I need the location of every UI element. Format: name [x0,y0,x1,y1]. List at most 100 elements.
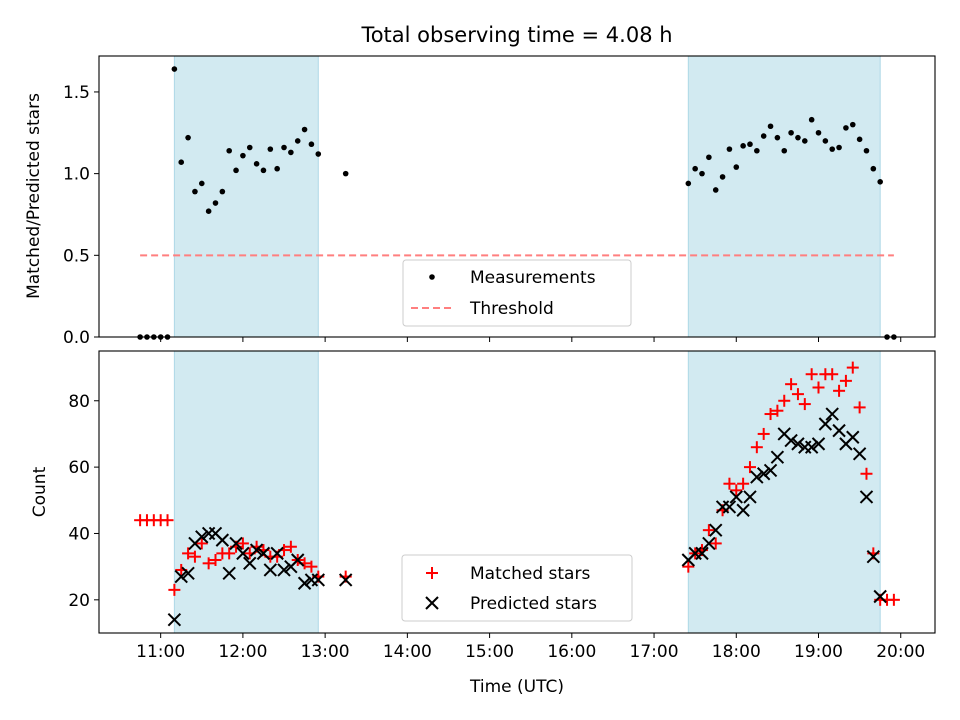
predicted-stars-point [873,589,887,604]
measurements-point [192,188,198,195]
measurements-point [342,170,349,177]
measurements-point [294,138,301,144]
predicted-stars-point [236,546,250,561]
x-tick-label: 17:00 [630,642,679,662]
predicted-stars-point [859,490,874,504]
measurements-point [253,161,260,167]
predicted-stars-point [763,463,778,478]
x-tick-label: 20:00 [876,642,925,662]
predicted-stars-point [256,546,271,561]
measurements-point [802,138,808,144]
top-x-ticks [160,337,902,342]
measurements-point [246,144,253,151]
measurements-point [198,180,205,187]
matched-stars-point [209,554,222,567]
matched-stars-point [236,537,249,550]
predicted-stars-point [263,563,278,577]
predicted-stars-point [338,573,353,587]
matched-stars-point [805,368,818,381]
measurements-point [733,164,740,170]
predicted-stars-point [818,417,833,431]
matched-stars-point [833,384,846,397]
measurements-point [692,165,698,172]
measurements-point [747,141,753,148]
predicted-stars-point [229,536,243,551]
measurements-point [788,129,794,136]
measurements-point [267,146,274,152]
top-y-tick-label: 1.0 [63,165,90,185]
matched-stars-point [284,540,297,553]
measurements-point [274,165,280,172]
top-y-tick-label: 0.0 [63,328,90,348]
bottom-x-ticks: 11:00 12:00 13:00 14:00 15:00 16:00 17:00 18:00… [136,633,925,662]
top-axes-frame [98,55,936,338]
matched-stars-point [798,398,811,411]
predicted-stars-point [695,546,709,561]
predicted-stars-point [825,407,839,421]
x-tick-label: 15:00 [465,642,514,662]
matched-stars-point [702,524,715,537]
predicted-stars-point [736,503,750,517]
matched-stars-point [709,537,722,550]
measurements-point [774,134,781,141]
measurements-point [233,167,239,174]
legend-measurements-marker [429,274,435,280]
top-legend: Measurements Threshold [402,259,632,327]
bottom-y-tick-label: 60 [68,458,90,478]
measurements-point [870,165,877,172]
legend-predicted-marker [425,596,439,610]
measurements-point [226,147,232,154]
measurements-point [281,144,287,151]
matched-stars-point [682,560,695,573]
measurements-point [205,208,212,215]
predicted-stars-point [277,563,291,577]
matched-stars-point [757,427,770,440]
matched-stars-point [826,368,839,381]
measurements-point [315,151,322,157]
measurements-point [240,152,246,159]
bottom-y-tick-label: 20 [68,591,90,611]
top-legend-box [402,259,632,327]
measurements-point [178,159,185,165]
measurements-point [740,143,746,149]
measurements-point [760,133,767,139]
matched-stars-point [723,477,736,490]
top-observing-windows [173,55,881,338]
predicted-stars-point [222,566,236,580]
predicted-stars-point [702,536,716,551]
matched-stars-point [846,361,859,374]
top-y-axis-label: Matched/Predicted stars [24,93,44,299]
measurements-point [829,146,836,152]
matched-stars-point [743,461,756,474]
matched-stars-point [791,388,804,401]
predicted-stars-point [249,543,264,557]
legend-threshold-label: Threshold [469,299,554,319]
predicted-stars-point [291,553,305,567]
measurements-point [849,121,856,128]
x-tick-label: 13:00 [301,642,350,662]
bottom-legend-box [401,554,633,622]
legend-matched-marker [426,567,438,579]
measurements-point [877,178,883,185]
matched-stars-point [771,404,784,417]
measurements-point [301,126,308,133]
measurements-point [171,66,178,72]
measurements-point [260,167,267,174]
matched-stars-point [812,381,825,394]
bottom-observing-window-1 [173,350,319,634]
top-y-tick-label: 0.5 [63,246,90,266]
measurements-point [754,147,760,154]
chart-title: Total observing time = 4.08 h [360,23,672,47]
matched-stars-point [188,550,201,563]
measurements-point [856,136,863,143]
measurements-point [685,180,692,187]
measurements-point [699,170,705,177]
measurements-point [726,146,733,152]
matched-stars-point [853,401,866,414]
predicted-stars-point [167,613,182,627]
predicted-stars-point [791,437,805,451]
matched-stars-point [161,514,174,527]
legend-predicted-label: Predicted stars [470,594,597,614]
top-plot-data [137,66,897,340]
